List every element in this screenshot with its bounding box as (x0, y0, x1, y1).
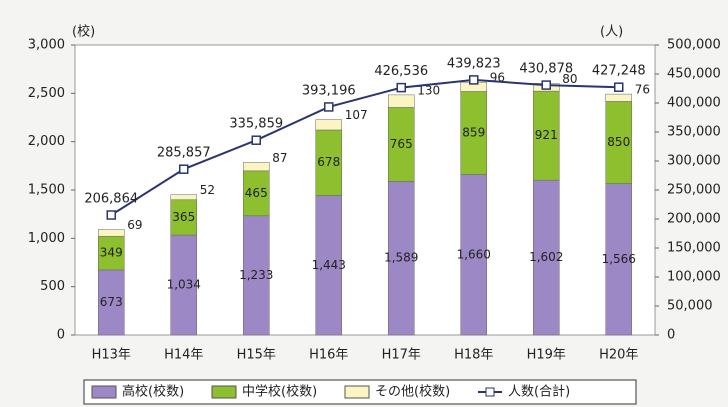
bar-segment (243, 162, 270, 172)
line-marker (106, 210, 116, 220)
x-tick-label: H20年 (599, 348, 638, 363)
y-tick-label: 2,500 (28, 86, 65, 101)
data-label: 1,660 (457, 247, 491, 261)
data-label: 850 (607, 135, 630, 149)
bar-segment (388, 107, 415, 182)
data-label: 107 (345, 108, 368, 122)
y2-tick-label: 500,000 (667, 38, 721, 53)
line-marker (614, 82, 624, 92)
x-tick-label: H15年 (237, 348, 276, 363)
data-label: 1,602 (529, 250, 563, 264)
bar-segment (315, 129, 342, 196)
data-label: 206,864 (84, 192, 138, 207)
y-tick-label: 1,000 (28, 231, 65, 246)
line-marker (251, 135, 261, 145)
data-label: 52 (200, 183, 215, 197)
bar-segment (98, 229, 125, 237)
data-label: 130 (417, 83, 440, 97)
y-tick-label: 0 (57, 328, 65, 343)
y-tick-label: 500 (40, 279, 65, 294)
y2-tick-label: 100,000 (667, 270, 721, 285)
bar-segment (605, 101, 632, 184)
data-label: 365 (172, 210, 195, 224)
bar-segment (460, 91, 487, 175)
data-label: 1,589 (384, 251, 418, 265)
bar-segment (315, 195, 342, 336)
data-label: 80 (562, 72, 577, 86)
x-tick-label: H18年 (454, 348, 493, 363)
data-label: 87 (272, 151, 287, 165)
y-unit: (校) (72, 24, 95, 40)
data-label: 426,536 (374, 64, 428, 79)
data-label: 349 (100, 246, 123, 260)
bar-segment (388, 94, 415, 108)
bar-segment (605, 93, 632, 102)
line-marker (396, 82, 406, 93)
data-label: 69 (127, 218, 142, 232)
data-label: 1,233 (239, 268, 273, 282)
legend-label: その他(校数) (375, 384, 450, 400)
y-tick-label: 1,500 (28, 183, 65, 198)
bar-segment (243, 170, 270, 217)
legend-label: 人数(合計) (508, 384, 570, 400)
line-marker (324, 102, 334, 112)
y2-tick-label: 350,000 (667, 125, 721, 140)
bar-segment (315, 119, 342, 131)
plot-area (74, 44, 656, 336)
x-tick-label: H13年 (92, 348, 131, 363)
bar-segment (170, 234, 197, 336)
y2-tick-label: 150,000 (667, 241, 721, 256)
data-label: 427,248 (592, 64, 646, 79)
bar-segment (170, 199, 197, 236)
data-label: 1,566 (602, 252, 636, 266)
y2-tick-label: 0 (667, 328, 675, 343)
line-marker (179, 164, 189, 174)
bar-segment (243, 215, 270, 336)
y2-tick-label: 200,000 (667, 212, 721, 227)
data-label: 430,878 (519, 62, 573, 77)
x-tick-label: H16年 (309, 348, 348, 363)
legend-swatch (91, 385, 117, 399)
bar-segment (605, 183, 632, 336)
data-label: 393,196 (302, 83, 356, 98)
legend-swatch (211, 385, 237, 399)
data-label: 76 (635, 83, 650, 97)
x-tick-label: H17年 (382, 348, 421, 363)
y2-unit: (人) (600, 25, 623, 40)
y-tick-label: 3,000 (28, 38, 65, 53)
line (110, 78, 619, 216)
legend-swatch (344, 385, 370, 399)
x-tick-label: H19年 (527, 348, 566, 363)
data-label: 465 (245, 186, 268, 200)
y2-tick-label: 450,000 (667, 67, 721, 82)
legend-label: 高校(校数) (122, 384, 184, 400)
legend-label: 中学校(校数) (242, 384, 317, 400)
bar-segment (533, 179, 560, 336)
line-marker (469, 75, 479, 85)
data-label: 673 (100, 295, 123, 309)
data-label: 1,034 (167, 278, 201, 292)
bar-segment (170, 194, 197, 201)
data-label: 921 (535, 128, 558, 142)
y-tick-label: 2,000 (28, 134, 65, 149)
legend-marker (485, 387, 495, 397)
line-marker (541, 80, 551, 90)
data-label: 439,823 (447, 56, 501, 71)
x-tick-label: H14年 (164, 348, 203, 363)
data-label: 285,857 (157, 146, 211, 161)
y2-tick-label: 250,000 (667, 183, 721, 198)
data-label: 335,859 (229, 117, 283, 132)
data-label: 765 (390, 137, 413, 151)
y2-tick-label: 400,000 (667, 96, 721, 111)
y2-tick-label: 50,000 (667, 299, 713, 314)
data-label: 1,443 (312, 258, 346, 272)
y2-tick-label: 300,000 (667, 154, 721, 169)
bar-segment (388, 181, 415, 336)
data-label: 678 (317, 155, 340, 169)
data-label: 859 (462, 126, 485, 140)
